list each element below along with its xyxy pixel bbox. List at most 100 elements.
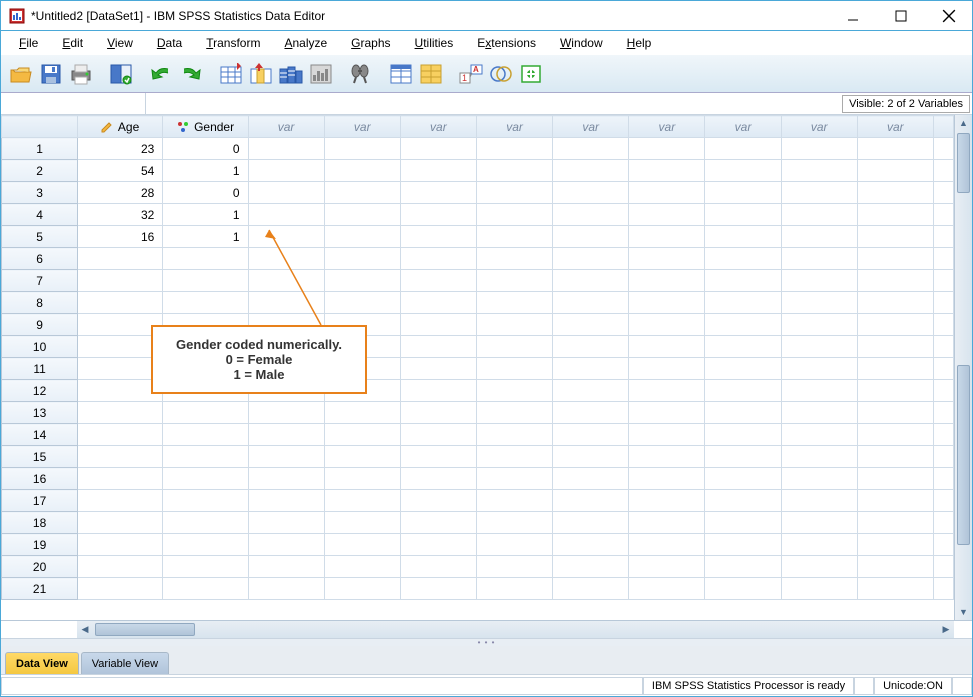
row-header[interactable]: 10 (2, 336, 78, 358)
row-header[interactable]: 3 (2, 182, 78, 204)
empty-cell[interactable] (705, 204, 781, 226)
variables-button[interactable] (277, 60, 305, 88)
empty-cell[interactable] (400, 270, 476, 292)
empty-cell[interactable] (629, 446, 705, 468)
recall-dialog-button[interactable] (107, 60, 135, 88)
row-header[interactable]: 1 (2, 138, 78, 160)
empty-cell[interactable] (324, 204, 400, 226)
empty-cell[interactable] (629, 380, 705, 402)
empty-cell[interactable] (857, 534, 933, 556)
data-cell[interactable] (163, 292, 248, 314)
empty-cell[interactable] (553, 358, 629, 380)
empty-cell[interactable] (400, 160, 476, 182)
data-cell[interactable]: 54 (78, 160, 163, 182)
empty-cell[interactable] (857, 336, 933, 358)
row-header[interactable]: 21 (2, 578, 78, 600)
data-cell[interactable] (78, 512, 163, 534)
empty-cell[interactable] (248, 446, 324, 468)
empty-cell[interactable] (629, 292, 705, 314)
empty-cell[interactable] (553, 182, 629, 204)
empty-cell[interactable] (400, 138, 476, 160)
menu-file[interactable]: File (9, 34, 48, 52)
empty-cell[interactable] (476, 534, 552, 556)
empty-cell[interactable] (781, 358, 857, 380)
data-cell[interactable] (78, 270, 163, 292)
scroll-left-arrow[interactable]: ◀ (77, 621, 93, 638)
data-cell[interactable] (78, 578, 163, 600)
data-cell[interactable] (163, 556, 248, 578)
empty-cell[interactable] (476, 424, 552, 446)
row-header[interactable]: 2 (2, 160, 78, 182)
row-header[interactable]: 7 (2, 270, 78, 292)
vscroll-thumb[interactable] (957, 133, 970, 193)
customize-toolbar-button[interactable] (517, 60, 545, 88)
data-cell[interactable] (163, 490, 248, 512)
empty-cell[interactable] (857, 468, 933, 490)
data-cell[interactable]: 23 (78, 138, 163, 160)
empty-cell[interactable] (629, 402, 705, 424)
empty-cell[interactable] (324, 534, 400, 556)
empty-cell[interactable] (857, 424, 933, 446)
empty-cell[interactable] (857, 556, 933, 578)
empty-cell[interactable] (705, 402, 781, 424)
goto-case-button[interactable] (217, 60, 245, 88)
empty-cell[interactable] (781, 402, 857, 424)
empty-cell[interactable] (476, 578, 552, 600)
data-cell[interactable] (163, 578, 248, 600)
empty-cell[interactable] (705, 314, 781, 336)
empty-cell[interactable] (705, 160, 781, 182)
empty-cell[interactable] (248, 270, 324, 292)
empty-cell[interactable] (400, 402, 476, 424)
empty-cell[interactable] (553, 138, 629, 160)
maximize-button[interactable] (886, 4, 916, 28)
column-header-empty[interactable]: var (400, 116, 476, 138)
empty-cell[interactable] (553, 578, 629, 600)
empty-cell[interactable] (857, 512, 933, 534)
empty-cell[interactable] (781, 160, 857, 182)
column-header-empty[interactable]: var (476, 116, 552, 138)
empty-cell[interactable] (553, 380, 629, 402)
empty-cell[interactable] (629, 578, 705, 600)
data-cell[interactable] (78, 292, 163, 314)
row-header[interactable]: 13 (2, 402, 78, 424)
empty-cell[interactable] (553, 468, 629, 490)
empty-cell[interactable] (705, 138, 781, 160)
data-cell[interactable]: 1 (163, 204, 248, 226)
empty-cell[interactable] (629, 248, 705, 270)
row-header[interactable]: 4 (2, 204, 78, 226)
empty-cell[interactable] (781, 248, 857, 270)
empty-cell[interactable] (553, 534, 629, 556)
empty-cell[interactable] (553, 292, 629, 314)
empty-cell[interactable] (248, 402, 324, 424)
empty-cell[interactable] (629, 358, 705, 380)
data-cell[interactable] (163, 270, 248, 292)
empty-cell[interactable] (781, 182, 857, 204)
find-button[interactable] (347, 60, 375, 88)
resize-grip[interactable]: • • • (1, 638, 972, 646)
column-header-empty[interactable]: var (553, 116, 629, 138)
row-header[interactable]: 6 (2, 248, 78, 270)
data-cell[interactable] (163, 534, 248, 556)
empty-cell[interactable] (705, 512, 781, 534)
empty-cell[interactable] (324, 270, 400, 292)
empty-cell[interactable] (400, 336, 476, 358)
data-cell[interactable] (163, 402, 248, 424)
empty-cell[interactable] (476, 182, 552, 204)
menu-view[interactable]: View (97, 34, 143, 52)
empty-cell[interactable] (248, 578, 324, 600)
empty-cell[interactable] (705, 534, 781, 556)
empty-cell[interactable] (324, 402, 400, 424)
empty-cell[interactable] (857, 248, 933, 270)
empty-cell[interactable] (781, 336, 857, 358)
empty-cell[interactable] (553, 512, 629, 534)
empty-cell[interactable] (629, 336, 705, 358)
empty-cell[interactable] (629, 226, 705, 248)
open-button[interactable] (7, 60, 35, 88)
scroll-right-arrow[interactable]: ▶ (938, 621, 954, 638)
row-header[interactable]: 20 (2, 556, 78, 578)
empty-cell[interactable] (400, 578, 476, 600)
goto-variable-button[interactable] (247, 60, 275, 88)
undo-button[interactable] (147, 60, 175, 88)
column-header-empty[interactable]: var (248, 116, 324, 138)
empty-cell[interactable] (248, 424, 324, 446)
